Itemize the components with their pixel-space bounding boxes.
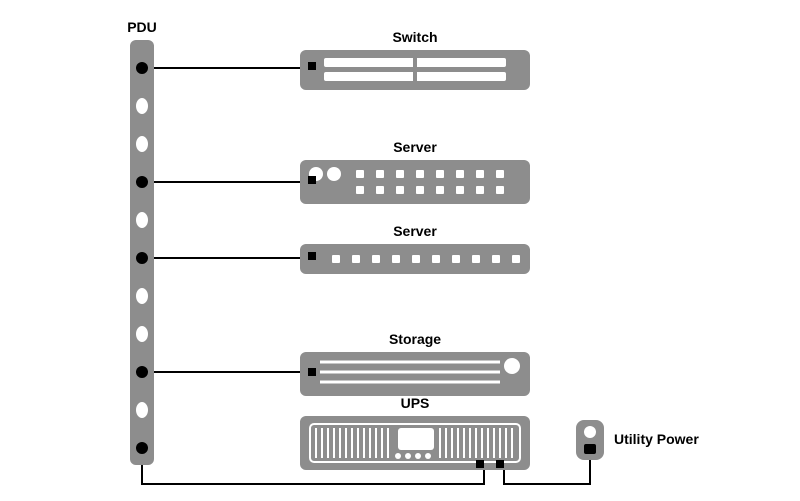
server2-label: Server [393, 223, 437, 239]
pdu-label: PDU [127, 19, 157, 35]
switch-label: Switch [392, 29, 437, 45]
storage-label: Storage [389, 331, 441, 347]
pdu: PDU [127, 19, 157, 465]
server1-label: Server [393, 139, 437, 155]
utility-label: Utility Power [614, 431, 699, 447]
ups-label: UPS [401, 395, 430, 411]
